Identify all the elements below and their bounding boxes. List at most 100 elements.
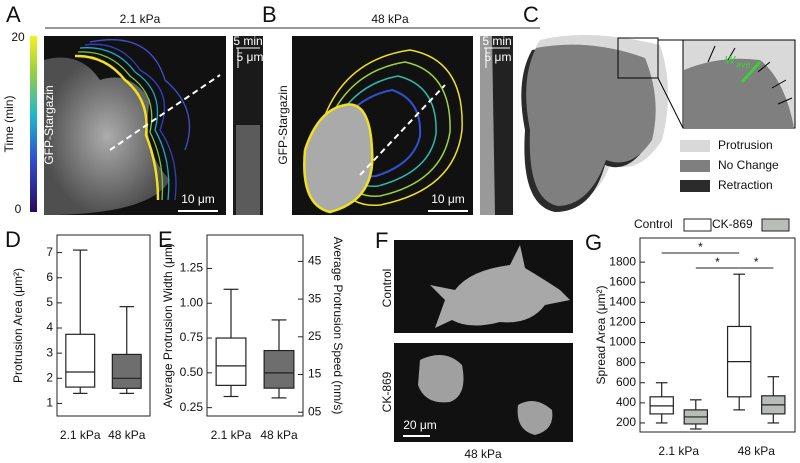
y-tick-label: 800	[616, 355, 636, 369]
zoom-nochange	[684, 58, 794, 128]
legend-swatch	[683, 218, 712, 232]
kymo-signal	[480, 36, 495, 215]
legend-swatch	[680, 160, 710, 172]
channel-label: GFP-Stargazin	[276, 85, 290, 164]
plot-frame	[206, 234, 304, 417]
y-tick-label: 7	[46, 245, 53, 259]
panel-letter: G	[585, 230, 602, 255]
kymo-signal	[236, 125, 260, 215]
legend-label: CK-869	[712, 217, 753, 231]
colorbar-max: 20	[11, 30, 25, 44]
row-label: CK-869	[380, 371, 394, 412]
y-tick-label: 0.75	[180, 330, 204, 344]
y-tick-label: 1800	[609, 254, 636, 268]
y-tick-label: 1000	[609, 335, 636, 349]
y-tick-label: 4	[46, 320, 53, 334]
scale-label: 20 μm	[403, 418, 437, 432]
y-axis-label: Average Protrusion Width (μm)	[161, 243, 175, 408]
kymo-space: 5 μm	[485, 50, 512, 64]
y-tick-label: 600	[616, 375, 636, 389]
y-tick-label: 0.50	[180, 365, 204, 379]
kymo-space: 5 μm	[237, 50, 264, 64]
wave-label: w	[725, 51, 736, 67]
y-tick-label: 2	[46, 370, 53, 384]
y2-tick-label: 05	[308, 404, 322, 418]
kymo-line	[109, 74, 221, 151]
scale-label: 10 μm	[181, 192, 215, 206]
y-tick-label: 1400	[609, 295, 636, 309]
y2-axis-label: Average Protrusion Speed (nm/s)	[331, 237, 345, 415]
x-label: 48 kPa	[464, 447, 502, 461]
y2-tick-label: 15	[308, 367, 322, 381]
legend-label: Control	[634, 217, 673, 231]
y-tick-label: 1.00	[180, 295, 204, 309]
panel-letter: C	[523, 2, 539, 27]
panel-title: 2.1 kPa	[120, 12, 161, 26]
plot-frame	[56, 234, 151, 417]
zoom-link	[657, 77, 684, 129]
cell	[418, 355, 464, 403]
panel-letter: B	[262, 2, 277, 27]
zoom-box	[617, 37, 659, 79]
colorbar-label: Time (min)	[2, 96, 16, 153]
channel-label: GFP-Stargazin	[42, 85, 56, 164]
y-axis-label: Spread Area (μm²)	[594, 286, 608, 385]
y-tick-label: 5	[46, 295, 53, 309]
wave-sub: ave	[736, 59, 751, 69]
x-tick-label: 2.1 kPa	[211, 428, 252, 442]
legend-label: No Change	[718, 158, 779, 172]
legend-label: Retraction	[718, 178, 773, 192]
panel-letter: A	[6, 2, 21, 27]
colorbar-min: 0	[15, 202, 22, 216]
legend-swatch	[680, 140, 710, 152]
legend: Protrusion No Change Retraction	[680, 138, 779, 192]
y-tick-label: 1600	[609, 274, 636, 288]
legend-swatch	[680, 180, 710, 192]
kymo-time: 5 min	[482, 34, 511, 48]
panel-letter: F	[375, 228, 388, 253]
y2-tick-label: 35	[308, 291, 322, 305]
shape-nochange	[526, 44, 656, 206]
panel-c: C w ave Protrusion No Change Retraction	[521, 2, 796, 212]
width-arrows	[707, 45, 793, 105]
colorbar	[30, 36, 37, 212]
y-tick-label: 0.25	[180, 400, 204, 414]
legend-label: Protrusion	[718, 138, 773, 152]
significance-label: *	[698, 240, 703, 254]
significance-label: *	[754, 255, 759, 269]
y-tick-label: 200	[616, 415, 636, 429]
row-label: Control	[380, 269, 394, 308]
y-axis-label: Protrusion Area (μm²)	[11, 268, 25, 383]
contours	[74, 39, 191, 201]
box	[65, 333, 96, 388]
y-tick-label: 3	[46, 345, 53, 359]
box	[215, 337, 247, 386]
significance-label: *	[715, 255, 720, 269]
box	[263, 349, 295, 389]
scale-label: 10 μm	[431, 192, 465, 206]
y2-tick-label: 45	[308, 254, 322, 268]
x-tick-label: 48 kPa	[108, 428, 146, 442]
x-tick-label: 48 kPa	[738, 444, 776, 458]
y-tick-label: 400	[616, 395, 636, 409]
y-tick-label: 1200	[609, 315, 636, 329]
y2-tick-label: 25	[308, 329, 322, 343]
panel-letter: E	[158, 227, 173, 252]
cell	[430, 245, 570, 328]
panel-letter: D	[5, 227, 21, 252]
kymo-time: 5 min	[233, 34, 262, 48]
panel-a: A 2.1 kPa 20 0 Time (min) GFP-Stargazin …	[2, 2, 290, 216]
panel-f: F Control CK-869 20 μm 48 kPa	[375, 228, 573, 461]
kymo-line	[359, 84, 446, 176]
y-tick-label: 1	[46, 396, 53, 410]
cell	[517, 401, 553, 435]
panel-title: 48 kPa	[371, 12, 409, 26]
x-tick-label: 2.1 kPa	[60, 428, 101, 442]
wave-arrow	[740, 60, 762, 84]
plot-frame	[639, 237, 796, 433]
y-tick-label: 6	[46, 270, 53, 284]
x-tick-label: 48 kPa	[260, 428, 298, 442]
y-tick-label: 1.25	[180, 261, 204, 275]
x-tick-label: 2.1 kPa	[658, 444, 699, 458]
